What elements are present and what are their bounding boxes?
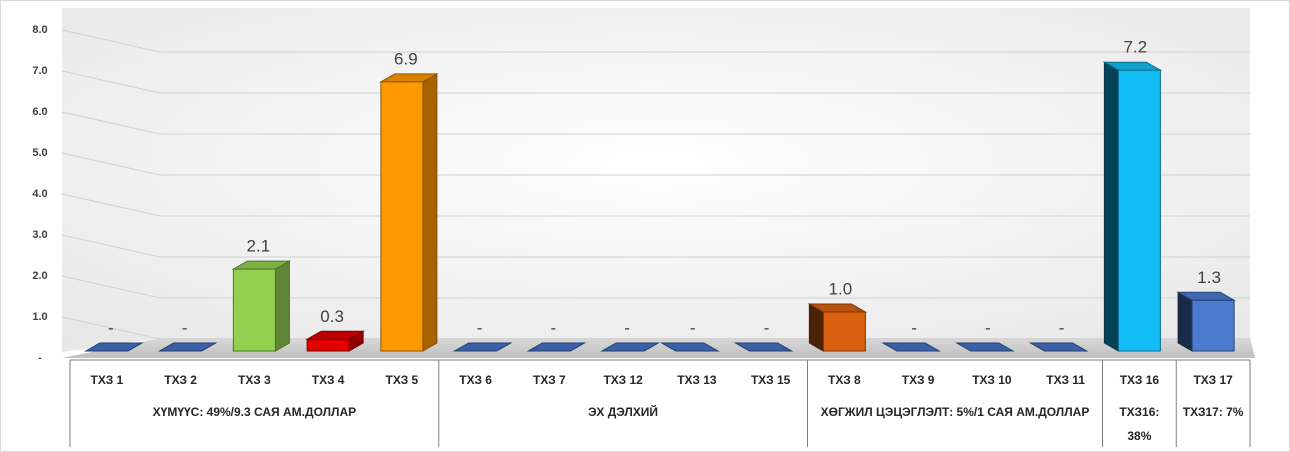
grid-line — [61, 193, 1250, 217]
x-tick-label: ТХЗ 3 — [238, 373, 271, 387]
value-label: 1.3 — [1197, 268, 1221, 287]
bar — [822, 311, 866, 352]
group-label: ТХЗ16: 38% — [1119, 405, 1159, 443]
bar-top — [526, 342, 587, 352]
value-label: 1.0 — [829, 279, 853, 298]
y-tick-label: 4.0 — [32, 188, 47, 200]
group-label: ХҮМҮҮС: 49%/9.3 САЯ АМ.ДОЛЛАР — [153, 405, 356, 419]
x-tick-label: ТХЗ 9 — [902, 373, 935, 387]
y-tick-label: 7.0 — [32, 65, 47, 77]
value-label: - — [182, 318, 188, 337]
bar-top — [881, 342, 942, 352]
bar — [306, 338, 350, 352]
bar-top — [733, 342, 794, 352]
x-tick-label: ТХЗ 16 — [1120, 373, 1160, 387]
x-tick-label: ТХЗ 13 — [677, 373, 717, 387]
value-label: - — [108, 318, 114, 337]
y-tick-label: 6.0 — [32, 106, 47, 118]
grid-line — [61, 234, 1250, 258]
back-wall — [62, 8, 1250, 352]
y-tick-label: 5.0 — [32, 147, 47, 159]
x-tick-label: ТХЗ 12 — [603, 373, 643, 387]
x-tick-label: ТХЗ 15 — [751, 373, 791, 387]
bar-top — [600, 342, 661, 352]
bar-side — [1177, 291, 1193, 352]
value-label: - — [985, 318, 991, 337]
value-label: - — [477, 318, 483, 337]
bar-top — [452, 342, 513, 352]
x-tick-label: ТХЗ 1 — [91, 373, 124, 387]
bar-side — [274, 260, 290, 352]
x-tick-label: ТХЗ 2 — [164, 373, 197, 387]
x-tick-label: ТХЗ 6 — [459, 373, 492, 387]
bar — [232, 268, 276, 352]
grid-line — [61, 111, 1250, 135]
value-label: - — [551, 318, 557, 337]
grid-line — [61, 152, 1250, 176]
value-label: - — [690, 318, 696, 337]
value-label: - — [764, 318, 770, 337]
y-tick-label: 2.0 — [32, 270, 47, 282]
grid-line — [61, 275, 1250, 299]
y-tick-label: 1.0 — [32, 311, 47, 323]
bar — [1191, 299, 1235, 352]
x-tick-label: ТХЗ 4 — [312, 373, 345, 387]
x-tick-label: ТХЗ 8 — [828, 373, 861, 387]
x-tick-label: ТХЗ 7 — [533, 373, 566, 387]
value-label: 0.3 — [320, 307, 344, 326]
bar — [380, 81, 424, 352]
value-label: 7.2 — [1124, 38, 1148, 57]
bar-top — [83, 342, 144, 352]
bar-side — [1103, 61, 1119, 352]
y-tick-label: 3.0 — [32, 229, 47, 241]
y-tick-label: 8.0 — [32, 24, 47, 36]
group-label: ЭХ ДЭЛХИЙ — [588, 404, 658, 419]
bar-top — [157, 342, 218, 352]
value-label: 6.9 — [394, 49, 418, 68]
y-tick-label: - — [38, 352, 42, 364]
x-tick-label: ТХЗ 5 — [386, 373, 419, 387]
group-label: ТХЗ17: 7% — [1183, 405, 1244, 419]
bar-top — [954, 342, 1015, 352]
value-label: - — [624, 318, 630, 337]
grid-line — [61, 316, 1250, 340]
x-tick-label: ТХЗ 17 — [1193, 373, 1233, 387]
bar-top — [659, 342, 720, 352]
x-tick-label: ТХЗ 11 — [1046, 373, 1085, 387]
value-label: 2.1 — [247, 237, 271, 256]
value-label: - — [911, 318, 917, 337]
grid-line — [61, 29, 1250, 53]
bar-top — [1028, 342, 1089, 352]
grid-line — [61, 70, 1250, 94]
value-label: - — [1059, 318, 1065, 337]
bar — [1117, 69, 1161, 352]
bar-side — [422, 73, 438, 352]
x-tick-label: ТХЗ 10 — [972, 373, 1012, 387]
group-label: ХӨГЖИЛ ЦЭЦЭГЛЭЛТ: 5%/1 САЯ АМ.ДОЛЛАР — [821, 405, 1090, 419]
